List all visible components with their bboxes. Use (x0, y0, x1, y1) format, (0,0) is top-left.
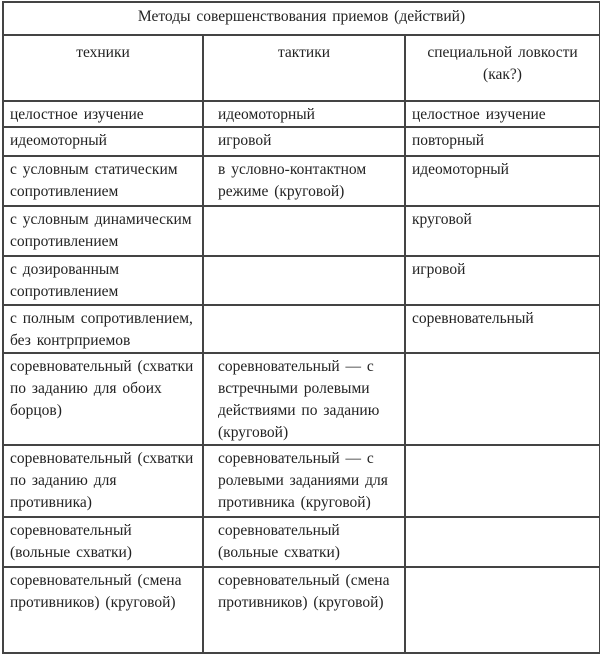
table-row: с полным сопротивлением, без контрприемо… (2, 304, 600, 354)
table-cell (403, 352, 600, 446)
table-cell: соревновательный — с ролевыми заданиями … (202, 444, 406, 518)
column-header: тактики (202, 34, 406, 102)
table-cell: соревновательный (смена противников) (кр… (2, 566, 204, 654)
column-header: специальной ловкости (как?) (403, 34, 600, 102)
table-cell: идеомоторный (403, 155, 600, 207)
table-cell: соревновательный (403, 304, 600, 354)
table-cell: целостное изучение (403, 100, 600, 128)
table-row: соревновательный (вольные схватки) соревн… (2, 516, 600, 568)
table-cell: соревновательный (схватки по заданию для… (2, 444, 204, 518)
table-cell (202, 255, 406, 306)
table-cell: игровой (202, 126, 406, 157)
column-header: техники (2, 34, 204, 102)
table-title: Методы совершенствования приемов (действ… (1, 1, 600, 36)
table-cell: с условным динамическим сопротивлением (2, 205, 204, 257)
table-cell (202, 304, 406, 354)
table-row: соревновательный (схватки по заданию для… (2, 352, 600, 446)
table-cell: идеомоторный (202, 100, 406, 128)
table-row: с условным статическим сопротивлением в у… (2, 155, 600, 207)
table-cell (202, 205, 406, 257)
table-row: идеомоторный игровой повторный (2, 126, 600, 157)
table-row: с условным динамическим сопротивлением кр… (2, 205, 600, 257)
table-cell: целостное изучение (2, 100, 204, 128)
table-cell: соревновательный — с встречными ролевыми… (202, 352, 406, 446)
table-cell: игровой (403, 255, 600, 306)
table-cell: с полным сопротивлением, без контрприемо… (2, 304, 204, 354)
table-cell (403, 444, 600, 518)
table-cell: соревновательный (смена противников) (кр… (202, 566, 406, 654)
table-cell: соревновательный (схватки по заданию для… (2, 352, 204, 446)
table-cell: повторный (403, 126, 600, 157)
table-cell: с дозированным сопротивлением (2, 255, 204, 306)
table-row: соревновательный (схватки по заданию для… (2, 444, 600, 518)
table-cell (403, 566, 600, 654)
table-cell: идеомоторный (2, 126, 204, 157)
table-cell: круговой (403, 205, 600, 257)
table-row: с дозированным сопротивлением игровой (2, 255, 600, 306)
table-cell: в условно-контактном режиме (круговой) (202, 155, 406, 207)
table-cell: соревновательный (вольные схватки) (2, 516, 204, 568)
table-row: соревновательный (смена противников) (кр… (2, 566, 600, 654)
table-row: целостное изучение идеомоторный целостное … (2, 100, 600, 128)
table-cell: соревновательный (вольные схватки) (202, 516, 406, 568)
table-cell: с условным статическим сопротивлением (2, 155, 204, 207)
table-cell (403, 516, 600, 568)
